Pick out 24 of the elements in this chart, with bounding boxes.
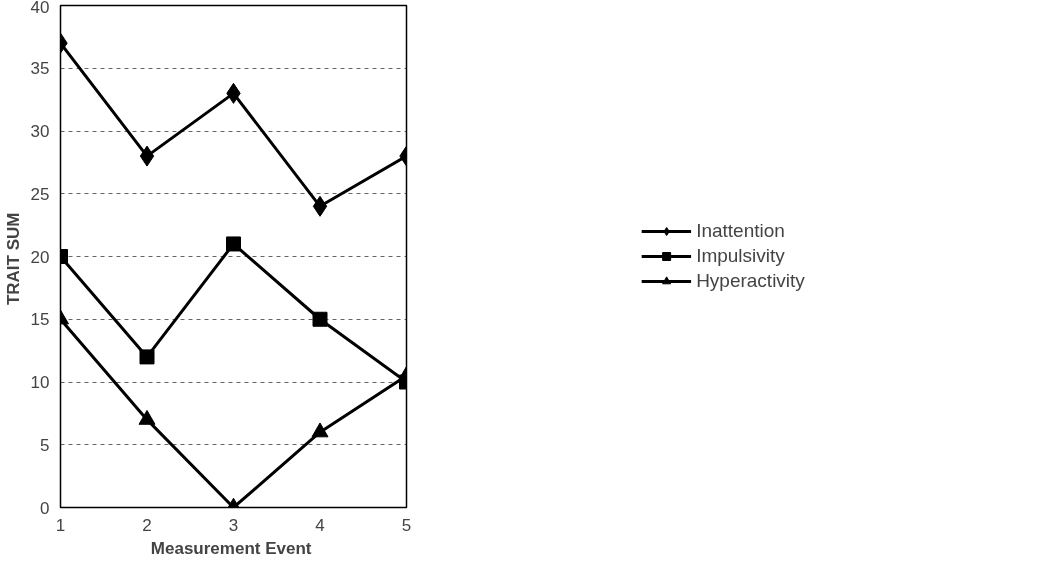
point — [312, 311, 328, 327]
y-tick-label: 10 — [30, 373, 50, 392]
legend-label: Hyperactivity — [696, 270, 805, 292]
point — [139, 349, 155, 365]
x-tick-label: 3 — [228, 515, 239, 535]
y-tick-label: 35 — [30, 59, 50, 79]
y-tick-label: 40 — [30, 0, 50, 17]
legend-label: Impulsivity — [696, 245, 785, 267]
y-tick-label: 25 — [30, 184, 50, 204]
x-tick-label: 5 — [401, 515, 412, 535]
y-tick-label: 15 — [30, 310, 50, 330]
x-tick-label: 1 — [55, 515, 66, 535]
x-tick-label: 2 — [142, 515, 152, 535]
y-tick-label: 5 — [40, 435, 50, 455]
y-tick-label: 30 — [30, 122, 50, 141]
y-axis-title: TRAIT SUM — [3, 212, 23, 306]
legend-label: Inattention — [696, 220, 785, 242]
point — [226, 236, 241, 252]
x-axis-title: Measurement Event — [150, 538, 312, 558]
y-tick-label: 0 — [40, 498, 50, 518]
y-tick-label: 20 — [30, 247, 50, 267]
x-tick-label: 4 — [315, 515, 325, 535]
point — [139, 145, 155, 167]
point — [312, 195, 328, 217]
